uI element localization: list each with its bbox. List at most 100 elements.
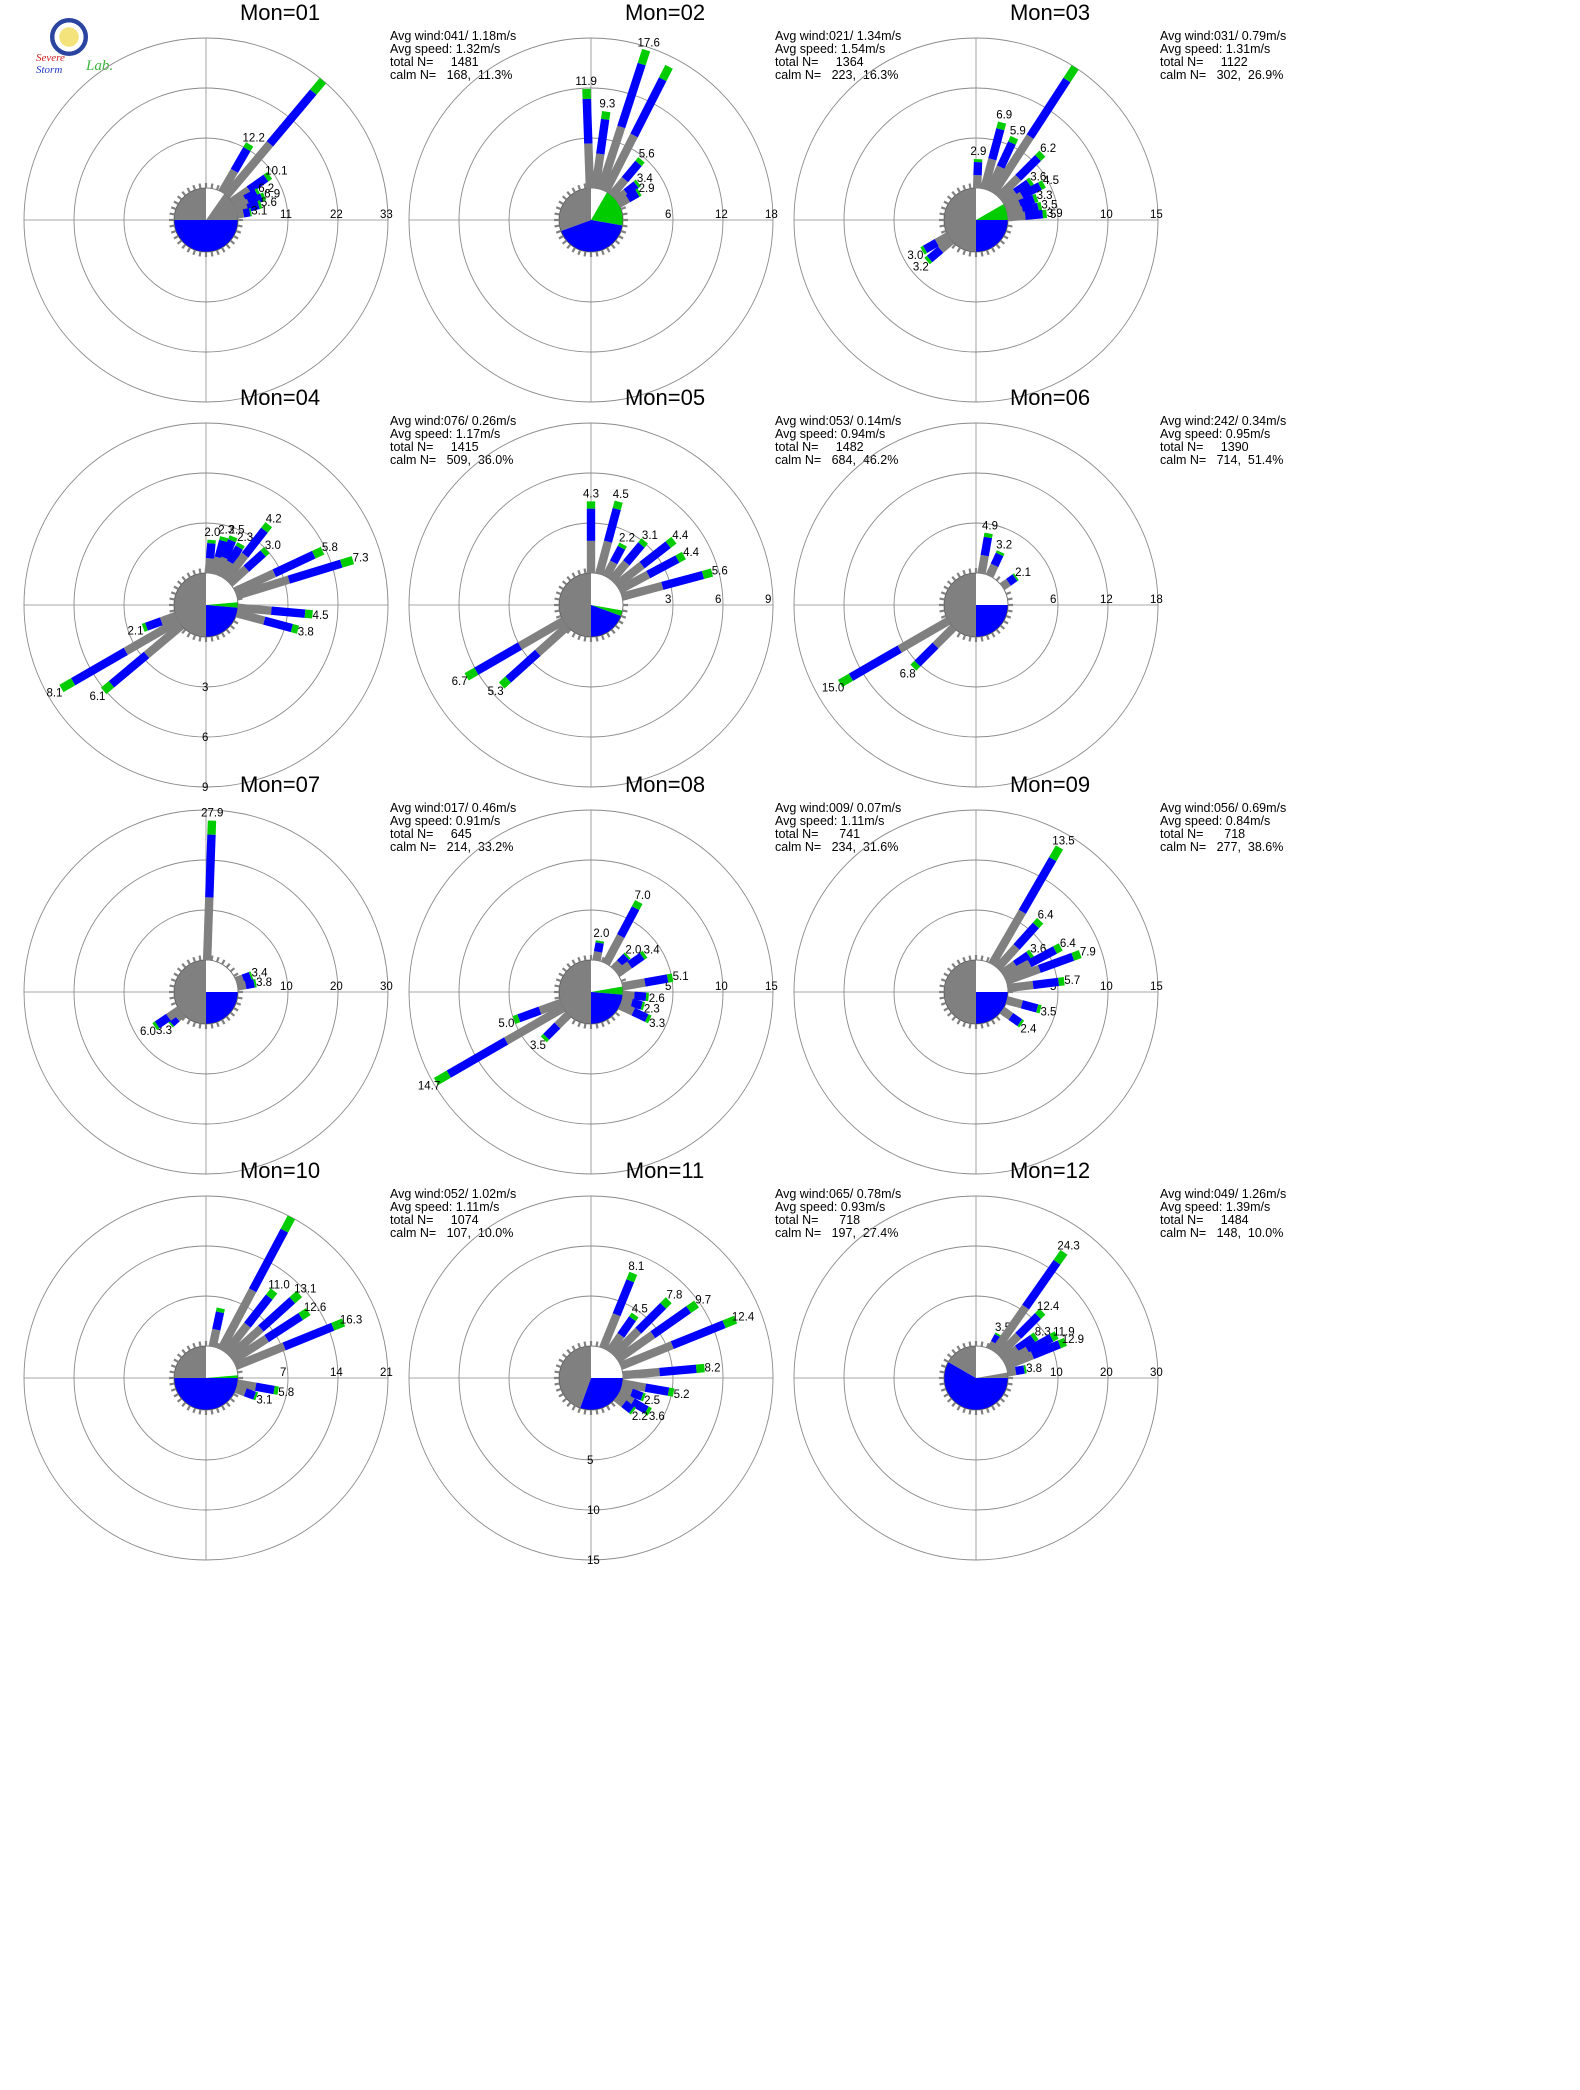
minor-petal [600,249,605,256]
range-ring [23,37,389,403]
wind-petal-segment [695,1363,705,1373]
minor-petal [577,184,582,191]
petal-value-label: 3.0 [907,250,923,262]
wind-rose-plot: 7 14 21 11.0 13.1 12.6 16.3 5.8 3.1 [23,1195,393,1561]
range-ring [843,1245,1109,1511]
wind-petal-segment [218,560,235,580]
minor-petal [614,239,621,245]
minor-petal [192,1407,197,1414]
calm-sector [591,605,622,637]
wind-petal-segment [207,820,217,835]
minor-petal [176,580,183,586]
minor-petal [940,1364,947,1369]
wind-petal-segment [584,143,595,189]
stats-box: Avg wind:056/ 0.69m/s Avg speed: 0.84m/s t… [1160,802,1286,854]
wind-petal-segment [1013,922,1040,950]
calm-sector [174,220,238,252]
minor-petal [600,1407,605,1414]
wind-petal-segment [620,581,664,601]
stats-line: total N= 741 [775,827,861,841]
minor-petal [985,634,990,641]
wind-petal-segment [226,1325,264,1360]
wind-petal-segment [312,546,325,559]
wind-petal-segment [243,142,254,152]
radial-tick-label: 3 [202,682,208,694]
minor-petal [946,1011,953,1017]
minor-petal [554,996,560,1000]
petal-value-label: 5.6 [261,197,277,209]
radial-tick-label: 10 [1050,1367,1063,1379]
stats-line: calm N= 214, 33.2% [390,840,514,854]
petal-value-label: 6.1 [89,691,105,703]
minor-petal [192,569,197,576]
wind-rose-plot: 5 10 15 8.1 4.5 7.8 9.7 12.4 8.2 5.2 2.5 3.62.2 [408,1195,774,1567]
radial-tick-label: 6 [715,594,721,606]
minor-petal [940,1387,947,1392]
minor-petal [995,1015,1001,1022]
calm-sector [174,960,206,1024]
minor-petal [170,1001,177,1006]
petal-value-label: 3.8 [1026,1363,1042,1375]
minor-petal [554,597,560,601]
petal-value-label: 3.1 [642,530,658,542]
wind-petal-segment [627,952,645,969]
minor-petal [181,190,187,197]
minor-petal [939,1370,945,1374]
wind-petal-segment [1036,1004,1042,1014]
minor-petal [1007,224,1013,228]
minor-petal [991,1019,996,1025]
wind-petal-segment [614,1331,656,1364]
minor-petal [940,1001,947,1006]
radial-tick-label: 7 [280,1367,286,1379]
minor-petal [170,229,177,234]
stats-line: Avg speed: 1.32m/s [390,42,501,56]
minor-petal [198,1341,202,1347]
petal-value-label: 4.5 [1043,175,1059,187]
minor-petal [198,1409,202,1415]
radial-tick-label: 10 [587,1505,600,1517]
minor-petal [1005,614,1012,619]
wind-petal-segment [1012,951,1032,968]
wind-petal-segment [1053,943,1063,954]
petal-value-label: 5.1 [673,971,689,983]
stats-line: Avg wind:053/ 0.14m/s [775,414,902,428]
wind-petal-segment [937,237,955,253]
stats-line: total N= 1390 [1160,440,1249,454]
stats-line: Avg wind:009/ 0.07m/s [775,801,902,815]
petal-value-label: 5.3 [488,686,504,698]
stats-line: calm N= 223, 16.3% [775,68,899,82]
wind-petal-segment [280,1215,296,1233]
range-ring [23,809,389,1175]
radial-tick-label: 14 [330,1367,343,1379]
petal-value-label: 2.5 [644,1395,660,1407]
minor-petal [233,620,239,625]
minor-petal [221,959,226,965]
minor-petal [980,1341,984,1347]
minor-petal [215,1407,220,1414]
minor-petal [229,1011,236,1017]
minor-petal [192,184,197,191]
wind-petal-segment [226,565,250,587]
wind-petal-segment [1053,1249,1068,1265]
minor-petal [583,1023,587,1029]
stats-line: Avg speed: 1.31m/s [1160,42,1271,56]
wind-petal-segment [617,906,640,939]
wind-petal-segment [290,623,300,634]
wind-petal-segment [630,77,667,138]
wind-rose-panel: Mon=11 Avg wind:065/ 0.78m/s Avg speed: 0.… [405,1158,925,1678]
stats-line: Avg wind:031/ 0.79m/s [1160,29,1287,43]
petal-value-label: 3.0 [265,540,281,552]
minor-petal [595,636,599,642]
minor-petal [225,243,231,250]
calm-sector [591,960,623,992]
wind-petal-segment [640,1392,646,1402]
petal-value-label: 3.1 [256,1394,272,1406]
stats-line: Avg wind:041/ 1.18m/s [390,29,517,43]
minor-petal [192,1021,197,1028]
minor-petal [943,972,949,977]
wind-petal-segment [1026,177,1035,187]
minor-petal [571,187,576,193]
minor-petal [956,572,961,578]
panel-title: Mon=04 [239,385,321,410]
